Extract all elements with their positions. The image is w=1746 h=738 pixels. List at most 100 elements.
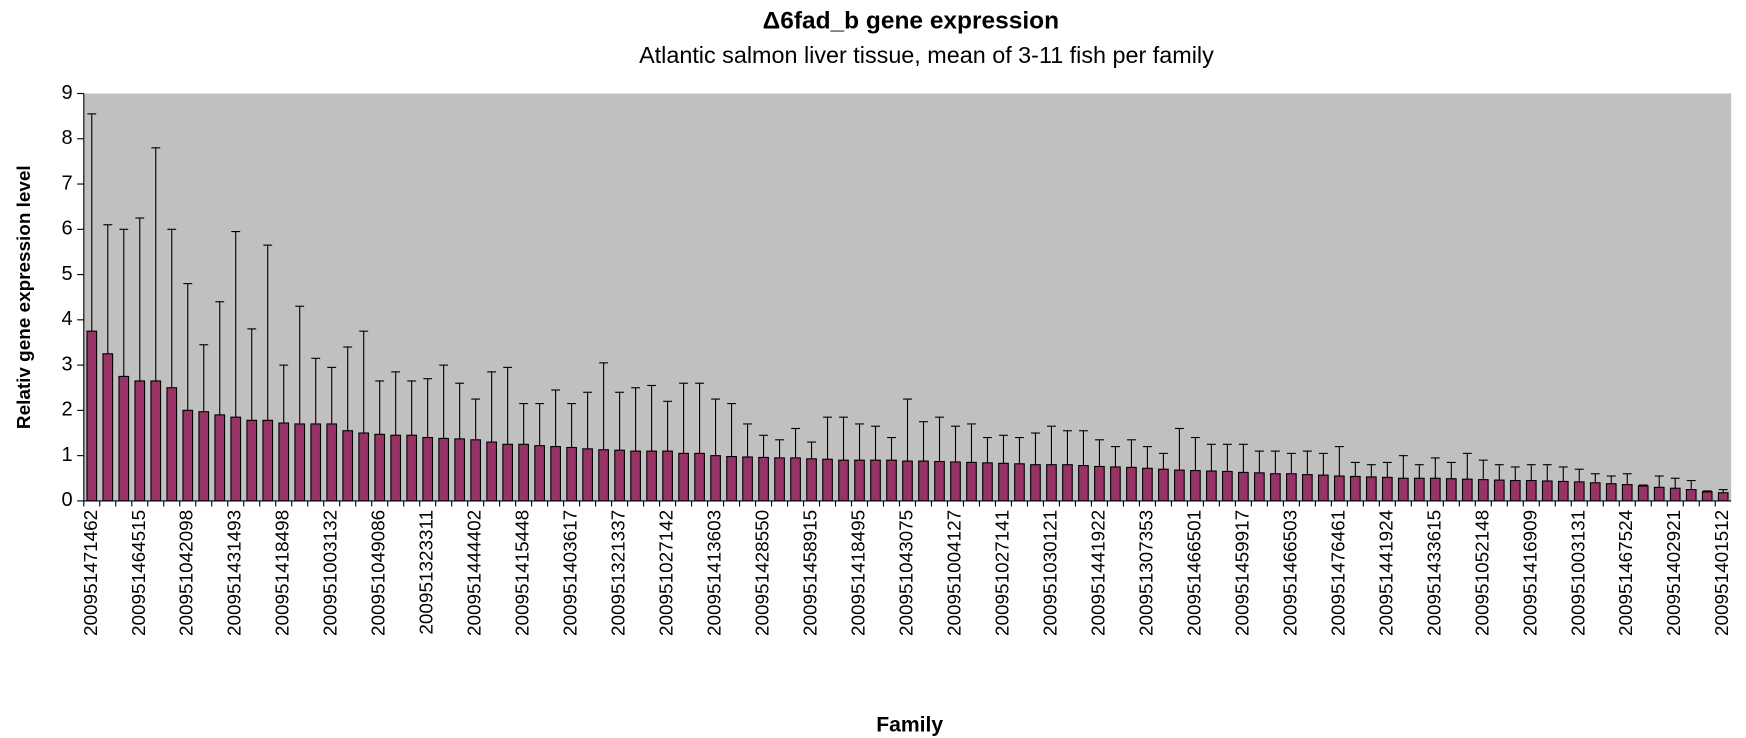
bar <box>1413 477 1425 502</box>
x-tick-label: 200951043075 <box>897 510 918 636</box>
x-tick-label: 200951441924 <box>1376 510 1397 636</box>
bar <box>1238 471 1249 502</box>
x-tick-label: 200951466503 <box>1280 510 1301 636</box>
bar <box>1669 487 1681 502</box>
bar <box>534 445 545 502</box>
bar <box>758 456 769 502</box>
bar <box>1653 486 1665 502</box>
bar <box>518 443 529 502</box>
bar <box>342 430 354 502</box>
bar <box>502 443 514 502</box>
bar <box>1349 475 1361 502</box>
bar <box>1525 479 1537 502</box>
bar <box>1381 476 1393 502</box>
x-tick-label: 200951321337 <box>609 510 630 636</box>
bar <box>1110 466 1121 502</box>
bar <box>710 455 721 502</box>
bar <box>1365 476 1377 502</box>
bar <box>774 457 785 502</box>
bar <box>1477 479 1489 502</box>
bar <box>246 419 258 502</box>
bar <box>870 459 881 502</box>
bar <box>678 452 689 502</box>
x-tick-label: 200951403617 <box>561 510 582 636</box>
x-tick-label: 200951428550 <box>753 510 774 636</box>
bar <box>1621 484 1633 502</box>
x-tick-label: 200951433615 <box>1424 510 1445 636</box>
bar <box>1206 470 1217 502</box>
x-tick-label: 200951004127 <box>944 510 965 636</box>
bar <box>1429 477 1441 502</box>
bar <box>790 457 801 502</box>
x-tick-label: 200951467524 <box>1616 510 1637 636</box>
bar <box>278 422 290 502</box>
bar <box>214 414 226 502</box>
y-tick-label: 8 <box>62 127 73 149</box>
bar <box>630 450 641 502</box>
y-tick-label: 6 <box>62 218 73 240</box>
bar <box>742 456 753 502</box>
bar <box>566 446 577 502</box>
bar <box>454 438 466 502</box>
bar <box>1014 463 1025 502</box>
bar <box>374 433 386 502</box>
bar <box>1461 478 1473 502</box>
bar <box>646 450 657 502</box>
x-tick-label: 200951042098 <box>177 510 198 636</box>
y-axis-title: Relativ gene expression level <box>14 165 35 429</box>
bar <box>886 459 897 502</box>
bar <box>422 436 434 502</box>
x-tick-label: 200951052148 <box>1472 510 1493 636</box>
y-tick-label: 3 <box>62 353 73 375</box>
bar <box>694 452 705 502</box>
bar <box>310 423 322 502</box>
bar <box>806 458 817 502</box>
x-tick-label: 200951431493 <box>225 510 246 636</box>
bar <box>838 459 849 502</box>
bar <box>1318 474 1329 502</box>
bar <box>1030 464 1041 502</box>
bar <box>1493 479 1505 502</box>
x-tick-label: 200951027142 <box>657 510 678 636</box>
bar <box>1541 480 1553 502</box>
x-tick-label: 200951030121 <box>1040 510 1061 636</box>
bar <box>486 441 498 502</box>
x-tick-label: 200951049086 <box>369 510 390 636</box>
x-tick-label: 200951402921 <box>1664 510 1685 636</box>
bar <box>134 380 146 502</box>
bar <box>358 432 370 502</box>
bar <box>118 375 130 502</box>
bar <box>598 449 609 502</box>
x-tick-label: 200951464515 <box>129 510 150 636</box>
bar <box>998 462 1009 502</box>
bar <box>934 460 945 502</box>
x-tick-label: 200951027141 <box>992 510 1013 636</box>
bar <box>102 353 114 502</box>
bar <box>1717 492 1729 502</box>
bar <box>438 437 450 502</box>
y-tick-label: 2 <box>62 399 73 421</box>
x-tick-label: 200951323311 <box>417 510 438 635</box>
bar <box>1174 469 1185 502</box>
x-tick-label: 200951418495 <box>849 510 870 636</box>
bar <box>86 330 98 502</box>
bar <box>822 458 833 502</box>
x-tick-label: 200951416909 <box>1520 510 1541 636</box>
bar <box>150 380 162 502</box>
x-tick-label: 200951003131 <box>1568 510 1589 636</box>
bar <box>1254 472 1265 502</box>
bar <box>198 411 210 502</box>
y-tick-label: 9 <box>62 82 73 104</box>
y-tick-label: 0 <box>62 489 73 511</box>
bar <box>294 423 306 502</box>
x-tick-label: 200951307353 <box>1136 510 1157 636</box>
bar <box>662 450 673 502</box>
bar <box>1589 482 1601 502</box>
x-tick-label: 200951401512 <box>1712 510 1733 636</box>
bar <box>1573 481 1585 502</box>
bar <box>902 460 913 502</box>
x-tick-label: 200951444402 <box>465 510 486 636</box>
y-tick-label: 4 <box>62 308 73 330</box>
bar <box>1158 468 1169 502</box>
x-tick-label: 200951418498 <box>273 510 294 636</box>
